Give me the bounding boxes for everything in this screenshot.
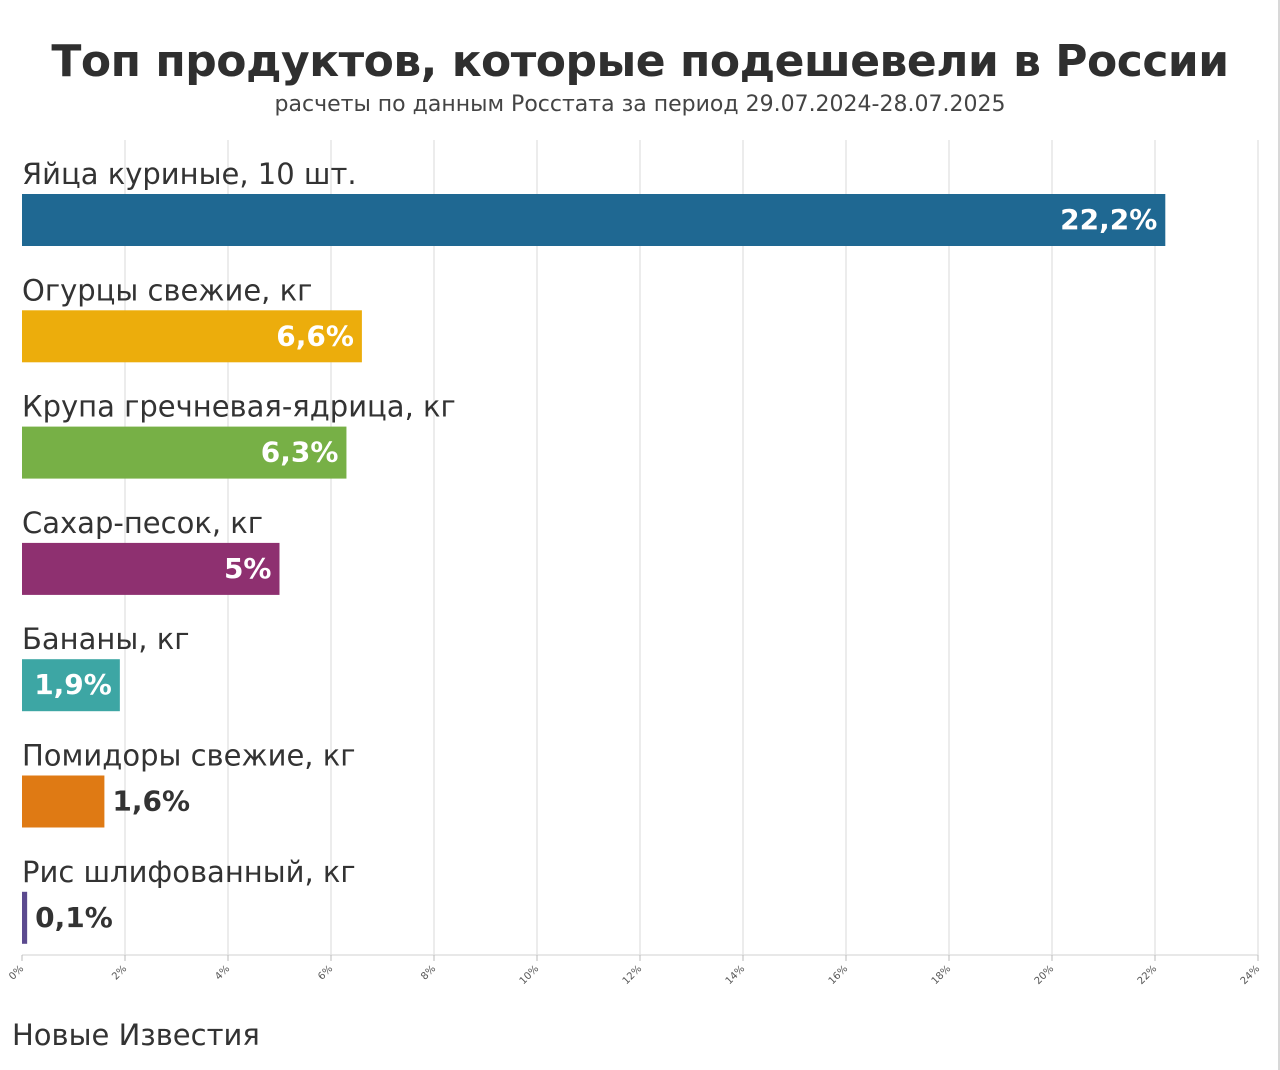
category-label: Сахар-песок, кг [22,506,263,540]
bar-chart: 0% 2% 4% 6% 8% 10% 12% 14% 16% 18% 20% 22% 24% Яйца к… [7,140,1263,987]
x-tick-label: 8% [419,963,438,982]
x-tick-label: 4% [213,963,232,982]
x-tick-label: 14% [724,963,748,987]
x-tick-label: 18% [930,963,954,987]
value-label: 1,9% [34,668,112,701]
value-label: 0,1% [35,901,113,934]
x-tick-label: 16% [827,963,851,987]
x-tick-label: 12% [621,963,645,987]
bar [22,775,105,828]
bar [22,891,28,944]
chart-title: Топ продуктов, которые подешевели в Росс… [51,36,1229,87]
category-label: Рис шлифованный, кг [22,855,356,889]
value-label: 1,6% [112,785,190,818]
bar [22,542,280,595]
x-tick-label: 24% [1239,963,1263,987]
x-tick-label: 10% [518,963,542,987]
bar [22,659,120,712]
bar [22,426,347,479]
category-label: Яйца куриные, 10 шт. [22,157,357,191]
page-edge [1278,0,1280,1070]
source-label: Новые Известия [12,1018,260,1052]
value-label: 6,6% [276,319,354,352]
category-label: Огурцы свежие, кг [22,273,312,307]
x-tick-label: 20% [1033,963,1057,987]
x-tick-label: 0% [7,963,26,982]
chart-subtitle: расчеты по данным Росстата за период 29.… [274,92,1006,117]
value-label: 22,2% [1060,203,1157,236]
category-label: Крупа гречневая-ядрица, кг [22,390,456,424]
category-label: Бананы, кг [22,622,189,656]
x-tick-label: 2% [110,963,129,982]
value-label: 5% [224,552,272,585]
category-label: Помидоры свежие, кг [22,739,355,773]
x-tick-label: 22% [1136,963,1160,987]
x-tick-label: 6% [316,963,335,982]
bar [22,194,1166,246]
value-label: 6,3% [261,436,339,469]
bar [22,310,362,363]
